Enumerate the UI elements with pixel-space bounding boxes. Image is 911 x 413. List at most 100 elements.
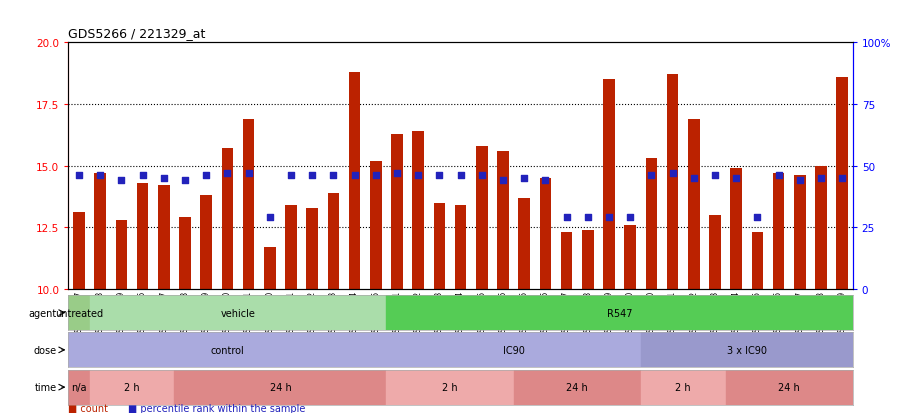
Bar (370, 161, 381, 289)
Bar (624, 225, 635, 289)
Bar (539, 178, 550, 289)
Bar (386, 332, 640, 368)
Point (537, 178, 552, 184)
Bar (386, 370, 513, 405)
Bar (581, 230, 593, 289)
Bar (835, 78, 847, 289)
Bar (455, 206, 466, 289)
Point (72, 173, 87, 179)
Bar (412, 132, 424, 289)
Text: 24 h: 24 h (777, 382, 799, 392)
Bar (730, 169, 742, 289)
Point (411, 173, 425, 179)
Text: ■ percentile rank within the sample: ■ percentile rank within the sample (128, 403, 304, 413)
Point (728, 175, 742, 182)
Bar (433, 203, 445, 289)
Point (686, 175, 701, 182)
Bar (560, 233, 572, 289)
Text: n/a: n/a (71, 382, 87, 392)
Bar (200, 196, 211, 289)
Text: agent: agent (28, 308, 56, 318)
Bar (687, 119, 699, 289)
Point (771, 173, 785, 179)
Bar (137, 183, 148, 289)
Text: time: time (35, 382, 56, 392)
Bar (640, 370, 725, 405)
Text: GDS5266 / 221329_at: GDS5266 / 221329_at (68, 27, 206, 40)
Text: 24 h: 24 h (566, 382, 588, 392)
Point (220, 170, 234, 177)
Point (93, 173, 107, 179)
Point (178, 178, 192, 184)
Bar (602, 80, 614, 289)
Point (707, 173, 722, 179)
Bar (94, 173, 106, 289)
Point (834, 175, 848, 182)
Bar (793, 176, 804, 289)
Point (389, 170, 404, 177)
Bar (242, 119, 254, 289)
Point (304, 173, 319, 179)
Point (601, 214, 616, 221)
Point (368, 173, 383, 179)
Text: vehicle: vehicle (220, 308, 255, 318)
Bar (476, 147, 487, 289)
Point (749, 214, 763, 221)
Bar (263, 247, 275, 289)
Point (347, 173, 362, 179)
Bar (391, 134, 403, 289)
Bar (116, 220, 128, 289)
Text: 3 x IC90: 3 x IC90 (726, 345, 766, 355)
Bar (89, 370, 174, 405)
Text: dose: dose (34, 345, 56, 355)
Bar (513, 370, 640, 405)
Bar (640, 332, 852, 368)
Bar (89, 295, 386, 330)
Point (643, 173, 658, 179)
Point (241, 170, 256, 177)
Bar (772, 173, 783, 289)
Bar (306, 208, 318, 289)
Point (114, 178, 128, 184)
Text: 24 h: 24 h (270, 382, 291, 392)
Point (813, 175, 827, 182)
Text: 2 h: 2 h (674, 382, 691, 392)
Text: R547: R547 (606, 308, 631, 318)
Bar (68, 332, 386, 368)
Text: untreated: untreated (55, 308, 103, 318)
Point (453, 173, 467, 179)
Text: IC90: IC90 (502, 345, 524, 355)
Bar (645, 159, 657, 289)
Bar (348, 73, 360, 289)
Point (199, 173, 213, 179)
Point (495, 178, 509, 184)
Point (474, 173, 488, 179)
Text: 2 h: 2 h (124, 382, 139, 392)
Bar (68, 370, 89, 405)
Bar (517, 198, 529, 289)
Text: control: control (210, 345, 244, 355)
Bar (68, 295, 89, 330)
Bar (327, 193, 339, 289)
Point (579, 214, 594, 221)
Text: 2 h: 2 h (442, 382, 457, 392)
Bar (814, 166, 826, 289)
Point (792, 178, 806, 184)
Bar (158, 186, 169, 289)
Bar (725, 370, 852, 405)
Bar (496, 152, 508, 289)
Bar (174, 370, 386, 405)
Bar (73, 213, 85, 289)
Bar (221, 149, 233, 289)
Point (432, 173, 446, 179)
Bar (751, 233, 763, 289)
Text: ■ count: ■ count (68, 403, 108, 413)
Point (558, 214, 573, 221)
Bar (179, 218, 190, 289)
Point (664, 170, 679, 177)
Point (326, 173, 341, 179)
Point (262, 214, 277, 221)
Bar (666, 75, 678, 289)
Bar (709, 215, 720, 289)
Point (283, 173, 298, 179)
